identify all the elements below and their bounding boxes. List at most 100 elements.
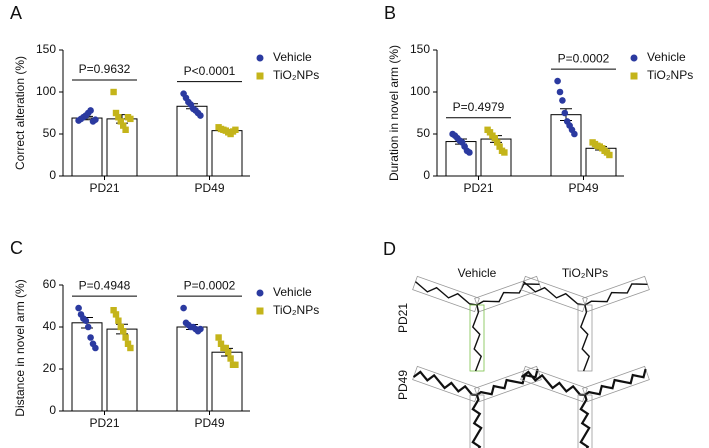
maze-track: [476, 283, 540, 306]
legend-marker: [256, 72, 264, 80]
data-point: [124, 340, 132, 347]
data-point: [75, 304, 82, 312]
y-tick-label: 50: [417, 126, 431, 140]
bar: [211, 130, 243, 177]
data-point: [496, 143, 503, 150]
panel-label: A: [10, 3, 22, 23]
row-label: PD49: [396, 370, 410, 400]
maze-arm-outline: [582, 365, 650, 403]
data-point: [92, 344, 99, 352]
maze-track: [476, 368, 539, 396]
data-point: [197, 112, 204, 119]
y-tick-label: 100: [36, 84, 56, 98]
y-tick-label: 150: [36, 42, 56, 56]
data-point: [227, 355, 234, 362]
bar: [176, 326, 208, 412]
data-point: [112, 311, 120, 318]
maze-track: [412, 370, 478, 397]
p-value: P=0.0002: [184, 278, 236, 292]
y-tick-label: 40: [43, 319, 57, 333]
data-point: [127, 344, 134, 352]
data-point: [571, 130, 578, 138]
p-value: P=0.4948: [79, 278, 131, 292]
data-point: [222, 344, 229, 352]
x-tick-label: PD21: [463, 181, 493, 195]
maze-track: [579, 394, 591, 448]
y-tick-label: 150: [410, 42, 430, 56]
data-point: [110, 88, 117, 96]
legend-label: TiO₂NPs: [647, 68, 693, 82]
maze-arm-outline: [582, 275, 650, 313]
data-point: [466, 149, 473, 156]
legend-marker: [256, 307, 264, 315]
p-value: P=0.4979: [453, 100, 505, 114]
data-point: [84, 323, 92, 331]
panel-d: D Vehicle TiO₂NPs PD21 PD49: [383, 239, 650, 448]
data-point: [494, 139, 501, 146]
maze-arm-outline: [520, 275, 588, 313]
legend-label: TiO₂NPs: [273, 303, 319, 317]
maze-arm-outline: [412, 275, 480, 313]
data-point: [561, 109, 569, 117]
legend-label: Vehicle: [273, 50, 312, 64]
data-point: [122, 126, 129, 133]
x-tick-label: PD49: [568, 181, 598, 195]
legend-marker: [256, 54, 264, 62]
bar: [71, 117, 103, 177]
bar: [106, 328, 138, 412]
legend-marker: [630, 72, 638, 80]
y-tick-label: 100: [410, 84, 430, 98]
legend-label: Vehicle: [273, 285, 312, 299]
bar: [211, 351, 243, 412]
x-tick-label: PD21: [89, 181, 119, 195]
bar: [550, 114, 582, 177]
bar: [71, 322, 103, 412]
p-value: P<0.0001: [184, 64, 236, 78]
column-label: Vehicle: [458, 266, 497, 280]
data-point: [112, 109, 120, 117]
legend-marker: [256, 289, 264, 297]
data-point: [606, 151, 613, 159]
y-axis-title: Distance in novel arm (%): [13, 279, 27, 416]
data-point: [87, 334, 94, 341]
maze-track: [523, 281, 586, 306]
column-label: TiO₂NPs: [562, 266, 608, 280]
maze-images: [412, 275, 650, 448]
maze-track: [579, 304, 591, 372]
data-point: [117, 323, 124, 331]
data-point: [217, 340, 225, 347]
chart-panel: B Duration in novel arm (%) 0 50 100 150 PD21 P…: [384, 3, 693, 195]
data-point: [122, 334, 129, 341]
panel-label: D: [383, 239, 396, 259]
y-axis-title: Correct alteration (%): [13, 56, 27, 170]
bar: [445, 141, 477, 177]
data-point: [491, 135, 498, 142]
chart-panel: C Distance in novel arm (%) 0 20 40 60 PD21 P=0…: [10, 238, 319, 430]
x-tick-label: PD49: [194, 181, 224, 195]
data-point: [501, 149, 508, 156]
maze-arm-outline: [412, 365, 480, 403]
maze-track: [584, 368, 647, 396]
data-point: [120, 122, 127, 129]
data-point: [115, 114, 122, 121]
y-tick-label: 50: [43, 126, 57, 140]
maze-arm-outline: [474, 275, 542, 313]
p-value: P=0.0002: [558, 51, 610, 65]
maze-track: [471, 394, 483, 448]
y-tick-label: 0: [49, 403, 56, 417]
maze-track: [520, 370, 586, 397]
data-point: [120, 328, 127, 335]
maze-track: [584, 283, 648, 306]
maze-arm-outline: [474, 365, 542, 403]
panel-label: B: [384, 3, 396, 23]
data-point: [82, 317, 90, 325]
data-point: [127, 115, 134, 123]
data-point: [559, 97, 566, 104]
panel-label: C: [10, 238, 23, 258]
legend-label: Vehicle: [647, 50, 686, 64]
x-tick-label: PD21: [89, 416, 119, 430]
chart-panel: A Correct alteration (%) 0 50 100 150 PD21 P=0.…: [10, 3, 319, 195]
data-point: [115, 317, 122, 324]
data-point: [486, 129, 494, 136]
